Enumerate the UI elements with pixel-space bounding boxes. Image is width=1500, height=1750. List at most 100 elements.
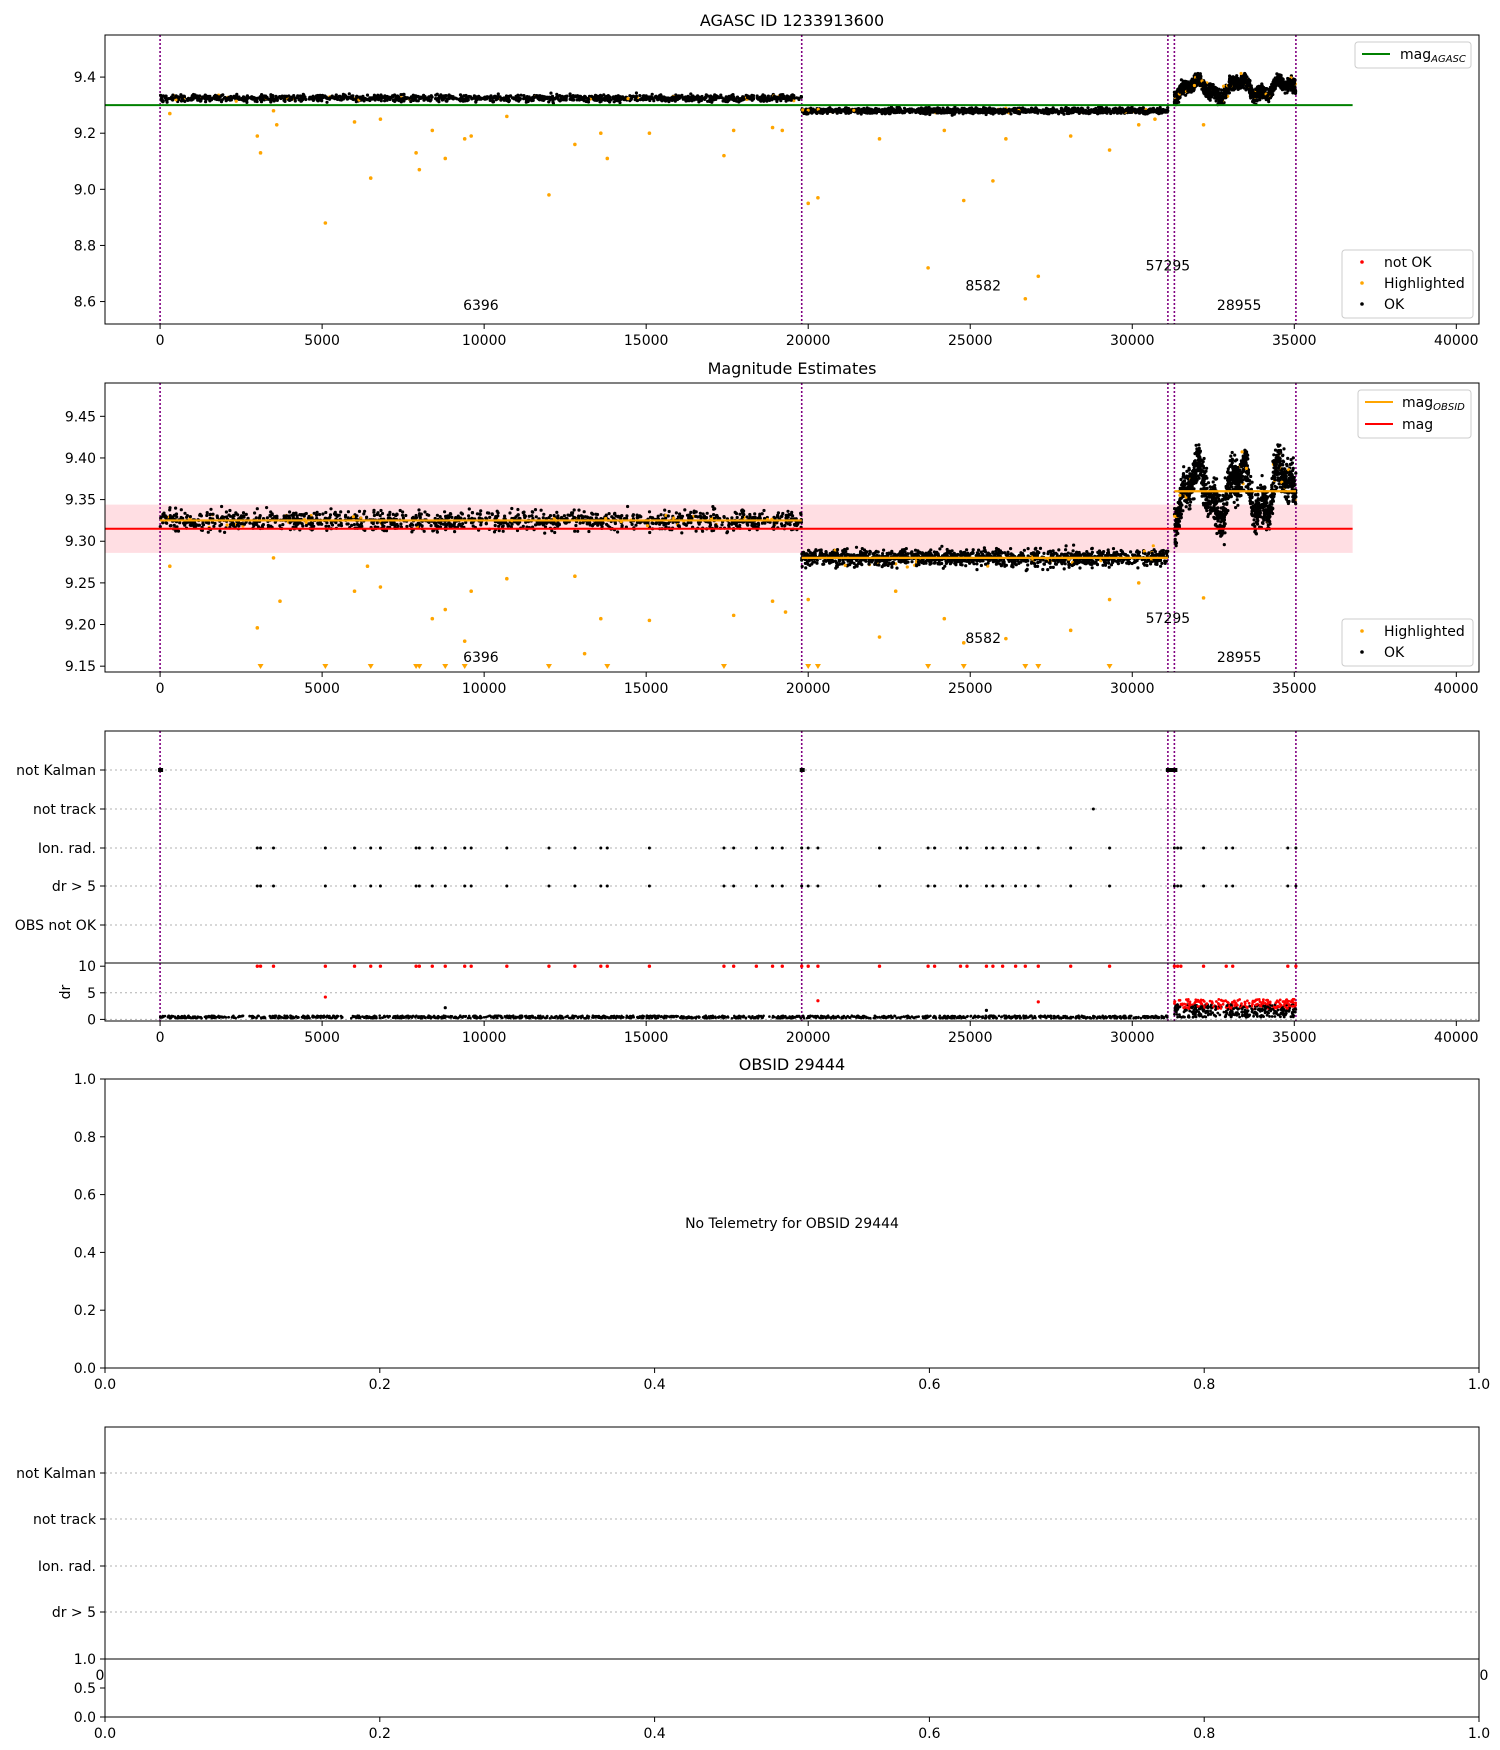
y-tick-label: 8.6 <box>74 295 96 311</box>
ok-point <box>330 96 334 100</box>
ok-point <box>620 97 624 101</box>
ok-point <box>178 521 182 525</box>
ok-point <box>647 510 652 514</box>
ok-point <box>1176 95 1180 99</box>
ok-point <box>176 95 180 99</box>
ok-point <box>696 94 700 98</box>
ok-point <box>354 100 358 104</box>
ok-point <box>468 95 473 99</box>
ok-point <box>347 92 351 96</box>
ok-point <box>990 110 994 114</box>
ok-point <box>562 514 567 518</box>
ok-point <box>985 107 989 111</box>
highlighted-point <box>599 131 603 136</box>
ok-point <box>263 94 267 98</box>
highlighted-point <box>1136 122 1141 127</box>
ok-point <box>1231 79 1235 83</box>
ok-point <box>1183 79 1187 83</box>
ok-point <box>466 96 470 100</box>
highlighted-point <box>626 97 630 101</box>
ok-point <box>1187 82 1191 86</box>
ok-point <box>372 513 376 518</box>
ok-point <box>530 514 534 518</box>
ok-point <box>572 98 576 102</box>
ok-point <box>644 97 648 102</box>
ok-point <box>239 97 243 102</box>
ok-point <box>658 522 662 526</box>
ok-point <box>430 95 434 99</box>
ok-point <box>227 513 231 517</box>
ok-point <box>181 98 185 102</box>
ok-point <box>696 515 700 519</box>
ok-point <box>1009 112 1013 116</box>
ok-point <box>375 521 379 525</box>
ok-point <box>316 99 320 103</box>
ok-point <box>218 529 222 533</box>
ok-point <box>1229 81 1233 85</box>
ok-point <box>1266 97 1270 101</box>
ok-point <box>1201 81 1205 85</box>
ok-point <box>1254 98 1258 103</box>
ok-point <box>593 93 598 97</box>
ok-point <box>788 523 792 527</box>
ok-point <box>351 94 355 98</box>
ok-point <box>409 99 413 104</box>
ok-point <box>857 110 861 114</box>
highlighted-point <box>672 516 676 520</box>
ok-point <box>1258 98 1262 102</box>
ok-point <box>433 521 437 525</box>
ok-point <box>526 97 531 101</box>
ok-point <box>502 98 506 102</box>
ok-point <box>799 95 803 99</box>
ok-point <box>792 522 797 527</box>
ok-point <box>380 95 384 99</box>
highlighted-point <box>430 128 435 133</box>
ok-point <box>516 507 520 512</box>
ok-point <box>604 96 608 100</box>
highlighted-point <box>368 176 373 180</box>
highlighted-point <box>1004 137 1008 141</box>
ok-point <box>488 515 492 520</box>
ok-point <box>362 99 366 103</box>
ok-point <box>318 93 322 97</box>
ok-point <box>321 95 325 99</box>
ok-point <box>1228 74 1232 78</box>
ok-point <box>616 96 620 101</box>
ok-point <box>968 106 972 110</box>
highlighted-point <box>304 520 308 525</box>
ok-point <box>634 96 638 100</box>
ok-point <box>1118 106 1122 110</box>
legend-points: not OK Highlighted OK <box>1341 249 1474 319</box>
ok-point <box>339 510 343 514</box>
ok-point <box>1235 84 1239 88</box>
ok-point <box>797 97 801 102</box>
ok-point <box>903 108 907 112</box>
ok-point <box>1288 82 1292 86</box>
ok-point <box>496 92 500 96</box>
ok-point <box>1089 109 1093 113</box>
ok-point <box>327 524 331 528</box>
ok-point <box>170 95 174 99</box>
highlighted-point <box>926 266 930 270</box>
ok-point <box>727 521 731 526</box>
ok-point <box>1004 108 1008 112</box>
ok-point <box>201 522 205 526</box>
ok-point <box>433 516 437 521</box>
ok-point <box>1292 77 1296 81</box>
ok-point <box>334 93 338 97</box>
ok-point <box>924 106 928 110</box>
highlighted-point <box>462 137 467 141</box>
ok-point <box>215 515 219 520</box>
ok-point <box>626 504 630 509</box>
ok-point <box>1283 87 1287 91</box>
ok-point <box>725 530 730 534</box>
ok-point <box>479 96 483 100</box>
ok-point <box>845 109 849 113</box>
ok-point <box>1276 82 1280 86</box>
ok-point <box>1258 87 1262 91</box>
ok-point <box>164 521 168 525</box>
ok-point <box>362 512 366 516</box>
ok-point <box>671 520 675 525</box>
ok-point <box>401 510 405 514</box>
